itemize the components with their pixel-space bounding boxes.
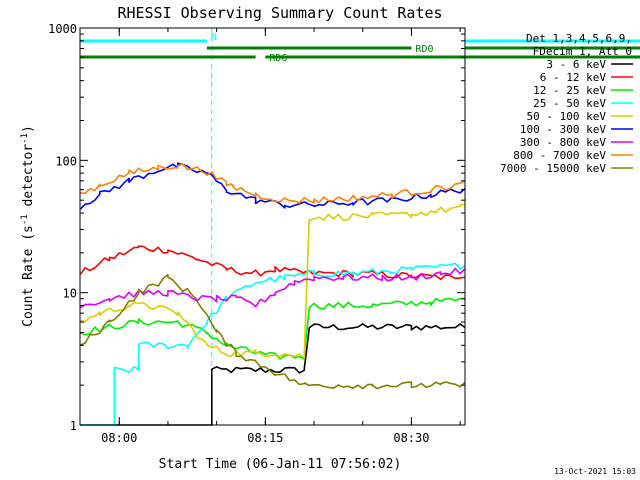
- legend-label-50-100-kev: 50 - 100 keV: [527, 110, 607, 123]
- flag-label-rd0: RD0: [415, 44, 433, 55]
- legend-label-7000-15000-kev: 7000 - 15000 keV: [500, 162, 606, 175]
- chart-title: RHESSI Observing Summary Count Rates: [117, 4, 442, 22]
- y-axis-label-main: Count Rate (s: [21, 225, 36, 327]
- series-line-3-6-kev: [80, 323, 466, 426]
- series-line-12-25-kev: [80, 297, 466, 360]
- legend-label-800-7000-kev: 800 - 7000 keV: [513, 149, 606, 162]
- legend: Det 1,3,4,5,6,9, FDecim 1, Att 0 3 - 6 k…: [500, 32, 633, 175]
- flag-label-n: N: [211, 32, 217, 43]
- y-tick-label: 100: [55, 154, 77, 168]
- x-tick-label: 08:30: [393, 431, 429, 445]
- y-axis-label-mid: detector: [21, 144, 36, 215]
- series-line-800-7000-kev: [80, 163, 466, 204]
- series-line-25-50-kev: [80, 262, 466, 426]
- x-axis-label: Start Time (06-Jan-11 07:56:02): [159, 457, 402, 472]
- series-line-7000-15000-kev: [79, 273, 466, 390]
- y-axis-label-sup1: -1: [20, 214, 30, 225]
- legend-label-3-6-kev: 3 - 6 keV: [546, 58, 606, 71]
- x-tick-label: 08:00: [101, 431, 137, 445]
- plot-frame: [79, 27, 466, 426]
- legend-label-100-300-kev: 100 - 300 keV: [520, 123, 606, 136]
- series-line-6-12-kev: [79, 245, 466, 281]
- legend-label-25-50-kev: 25 - 50 keV: [533, 97, 606, 110]
- y-axis-label-end: ): [21, 125, 36, 133]
- legend-header-2: FDecim 1, Att 0: [533, 45, 632, 58]
- y-tick-label: 1: [70, 419, 77, 433]
- y-axis-label-sup2: -1: [20, 133, 30, 144]
- y-tick-label: 10: [63, 287, 77, 301]
- legend-label-6-12-kev: 6 - 12 keV: [540, 71, 607, 84]
- series-line-50-100-kev: [80, 203, 466, 359]
- series-line-100-300-kev: [79, 162, 466, 210]
- legend-header-1: Det 1,3,4,5,6,9,: [526, 32, 632, 45]
- x-tick-label: 08:15: [247, 431, 283, 445]
- y-tick-label: 1000: [48, 22, 77, 36]
- series-line-300-800-kev: [79, 267, 466, 309]
- legend-label-300-800-kev: 300 - 800 keV: [520, 136, 606, 149]
- flag-label-rd6: RD6: [269, 53, 287, 64]
- legend-label-12-25-kev: 12 - 25 keV: [533, 84, 606, 97]
- footer-timestamp: 13-Oct-2021 15:03: [554, 467, 636, 476]
- y-axis-label: Count Rate (s-1 detector-1): [20, 125, 36, 327]
